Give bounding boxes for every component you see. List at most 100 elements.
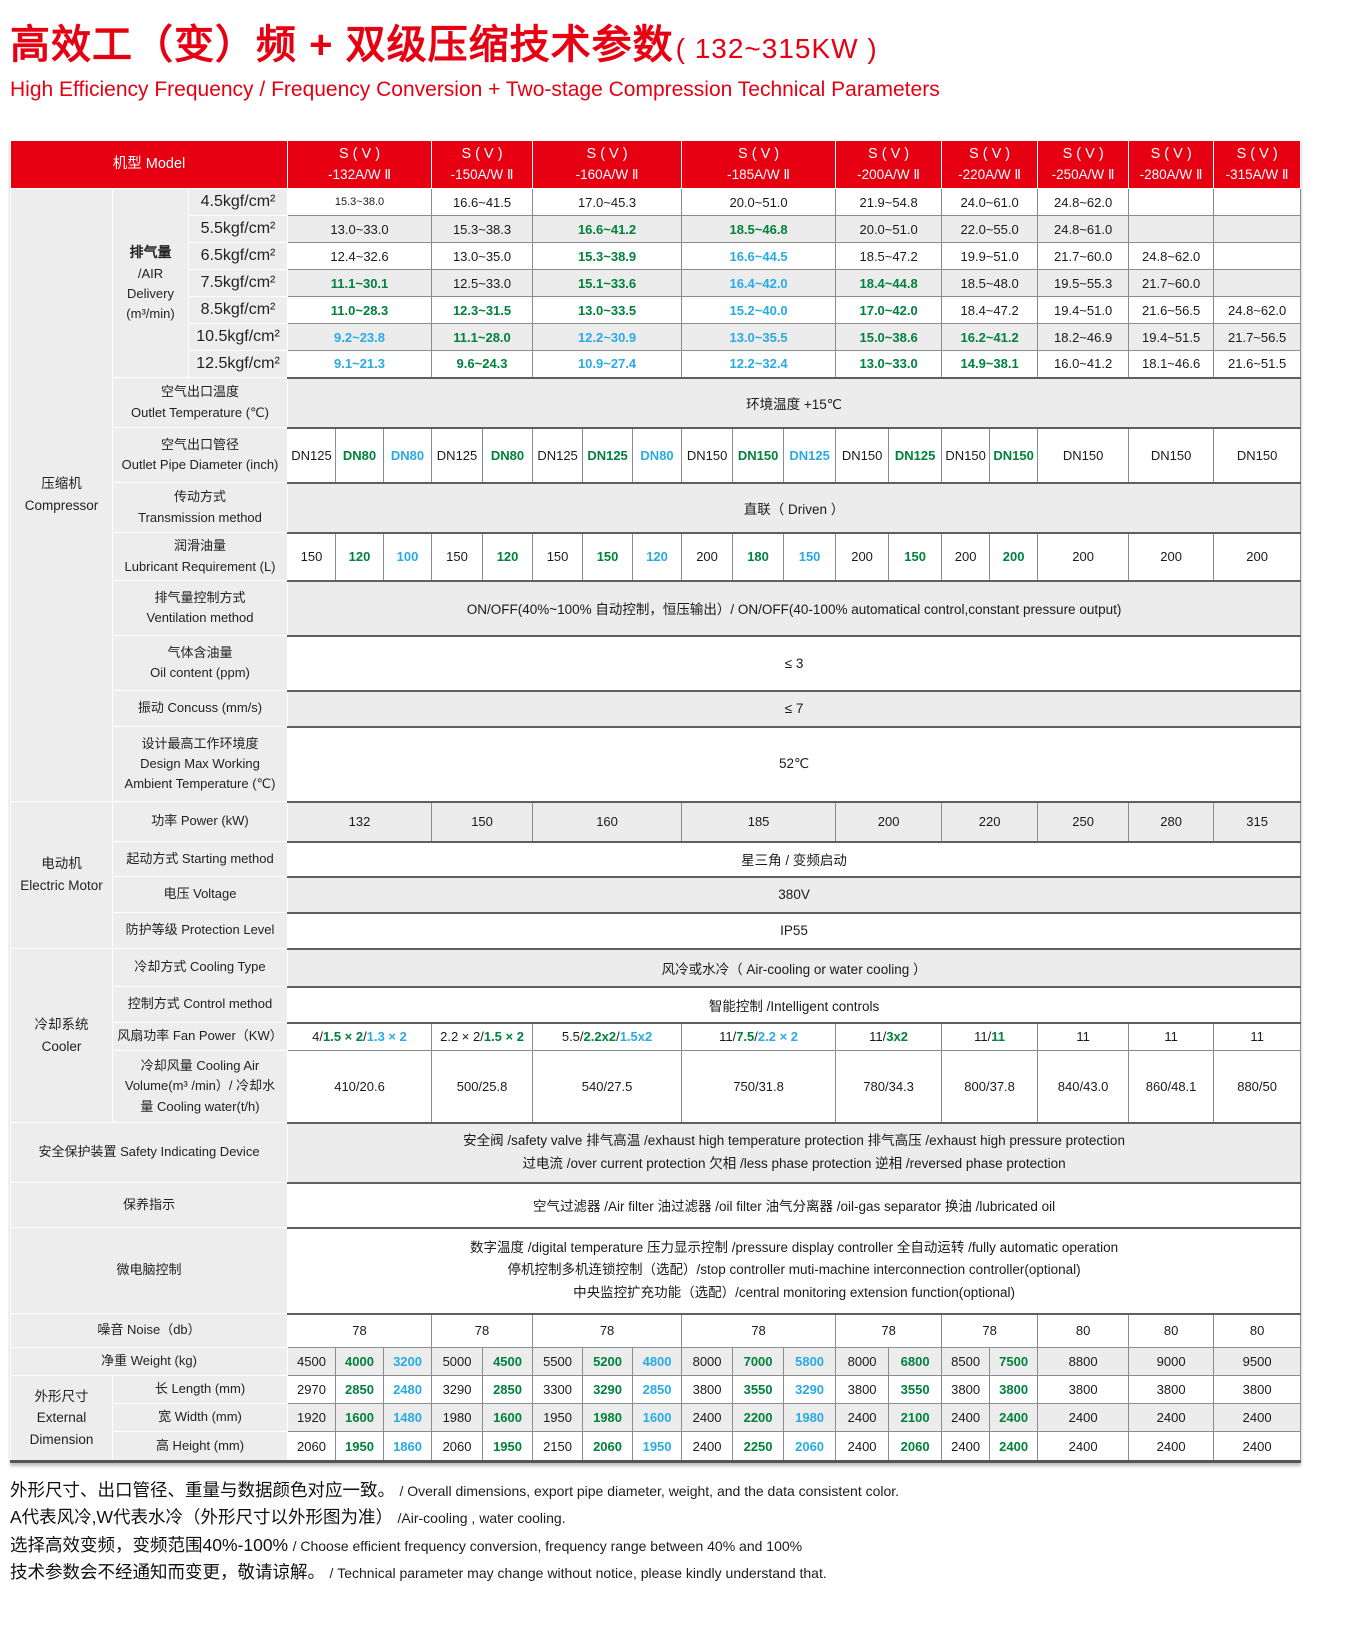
- volume-value: 800/37.8: [941, 1050, 1039, 1123]
- model-col-header: S ( V ) -220A/W Ⅱ: [941, 140, 1039, 189]
- model-series: S ( V ): [868, 146, 910, 163]
- model-col-header: S ( V ) -250A/W Ⅱ: [1037, 140, 1130, 189]
- fan-power-segment: 1.5 × 2: [323, 1029, 364, 1045]
- height-value: 2400: [1037, 1431, 1130, 1462]
- text-line: 长 Length (mm): [154, 1381, 246, 1397]
- footnote-line: 选择高效变频，变频范围40%-100% / Choose efficient f…: [10, 1532, 1340, 1559]
- length-value: 3290: [431, 1375, 484, 1404]
- pipe-value: DN125: [431, 427, 484, 483]
- text-line: 压缩机: [41, 476, 82, 492]
- model-number: -315A/W Ⅱ: [1225, 166, 1289, 182]
- pipe-value: DN125: [783, 427, 837, 483]
- fan-power-segment: 7.5: [736, 1029, 755, 1045]
- text-line: 润滑油量: [174, 538, 227, 554]
- footnote-en: / Overall dimensions, export pipe diamet…: [399, 1483, 900, 1499]
- weight-value: 8500: [941, 1347, 991, 1376]
- air-delivery-value: 18.1~46.6: [1128, 350, 1215, 378]
- weight-value: 6800: [888, 1347, 943, 1376]
- weight-value: 7500: [989, 1347, 1039, 1376]
- air-delivery-value: [1213, 269, 1302, 297]
- power-value: 200: [835, 800, 943, 842]
- air-delivery-value: 13.0~33.0: [835, 350, 943, 378]
- width-value: 1980: [783, 1403, 837, 1432]
- lubricant-value: 200: [941, 532, 991, 581]
- fan-power-segment: /: [616, 1029, 620, 1045]
- pressure-label: 7.5kgf/cm²: [187, 269, 289, 297]
- row-label-maintain: 保养指示: [9, 1182, 289, 1228]
- text-line: 微电脑控制: [116, 1262, 182, 1278]
- width-value: 2400: [1128, 1403, 1215, 1432]
- page: 高效工（变）频 + 双级压缩技术参数( 132~315KW ) High Eff…: [9, 12, 1340, 1586]
- technical-parameters-table: 机型 Model S ( V ) -132A/W Ⅱ S ( V ) -150A/W Ⅱ…: [9, 140, 1302, 1463]
- model-col-header: S ( V ) -280A/W Ⅱ: [1128, 140, 1215, 189]
- air-delivery-value: 16.2~41.2: [941, 323, 1039, 351]
- air-delivery-value: 18.4~44.8: [835, 269, 943, 297]
- text-line: Outlet Pipe Diameter (inch): [121, 457, 279, 472]
- footnote-zh: 外形尺寸、出口管径、重量与数据颜色对应一致。: [10, 1480, 395, 1500]
- lubricant-value: 200: [1213, 532, 1302, 581]
- width-value: 2200: [732, 1403, 785, 1432]
- fan-power-value: 4/1.5 × 2/1.3 × 2: [287, 1021, 433, 1051]
- transmission-value: 直联（ Driven ）: [287, 481, 1302, 534]
- air-delivery-value: 11.0~28.3: [287, 296, 433, 324]
- text-line: Dimension: [29, 1431, 94, 1447]
- row-label-safety: 安全保护装置 Safety Indicating Device: [9, 1122, 289, 1183]
- row-label-protection: 防护等级 Protection Level: [111, 912, 289, 949]
- weight-value: 4000: [335, 1347, 385, 1376]
- row-label-width: 宽 Width (mm): [111, 1403, 289, 1432]
- fan-power-segment: 11: [1250, 1029, 1264, 1045]
- height-value: 1950: [632, 1431, 683, 1462]
- model-series: S ( V ): [586, 146, 628, 163]
- pipe-value: DN150: [732, 427, 785, 483]
- safety-value: 安全阀 /safety valve 排气高温 /exhaust high tem…: [287, 1121, 1302, 1184]
- section-label-dimension: 外形尺寸 External Dimension: [10, 1375, 113, 1462]
- text-line: 安全保护装置 Safety Indicating Device: [38, 1144, 260, 1160]
- air-delivery-value: 24.8~61.0: [1037, 215, 1130, 243]
- power-value: 315: [1213, 800, 1302, 842]
- width-value: 1600: [632, 1403, 683, 1432]
- text-line: Transmission method: [138, 509, 262, 525]
- control-value: 智能控制 /Intelligent controls: [287, 985, 1302, 1024]
- model-number: -150A/W Ⅱ: [450, 166, 514, 182]
- noise-value: 78: [431, 1312, 534, 1348]
- height-value: 1950: [482, 1431, 534, 1462]
- page-title: 高效工（变）频 + 双级压缩技术参数( 132~315KW ): [10, 12, 1340, 70]
- noise-value: 80: [1037, 1312, 1130, 1348]
- row-label-weight: 净重 Weight (kg): [9, 1347, 289, 1376]
- pressure-label: 5.5kgf/cm²: [187, 215, 289, 243]
- noise-value: 80: [1128, 1312, 1215, 1348]
- height-value: 2060: [582, 1431, 634, 1462]
- lubricant-value: 200: [835, 532, 890, 581]
- text-line: 起动方式 Starting method: [126, 850, 274, 866]
- pipe-value: DN125: [532, 427, 584, 483]
- length-value: 2850: [335, 1375, 385, 1404]
- power-value: 185: [681, 800, 837, 842]
- air-delivery-value: 21.6~56.5: [1128, 296, 1215, 324]
- text-line: 净重 Weight (kg): [101, 1353, 197, 1369]
- fan-power-segment: 1.3 × 2: [366, 1029, 407, 1045]
- length-value: 3550: [732, 1375, 785, 1404]
- air-delivery-value: 14.9~38.1: [941, 350, 1039, 378]
- length-value: 3800: [1037, 1375, 1130, 1404]
- text-line: 气体含油量: [167, 644, 233, 660]
- power-value: 150: [431, 800, 534, 842]
- width-value: 1950: [532, 1403, 584, 1432]
- model-series: S ( V ): [338, 146, 381, 163]
- power-value: 280: [1128, 800, 1215, 842]
- text-line: 冷却方式 Cooling Type: [134, 959, 266, 975]
- footnote-line: 技术参数会不经通知而变更，敬请谅解。 / Technical parameter…: [10, 1559, 1340, 1586]
- row-label-design: 设计最高工作环境度 Design Max Working Ambient Tempe…: [111, 726, 289, 802]
- pipe-value: DN80: [482, 427, 534, 483]
- text-line: /AIR: [137, 265, 164, 281]
- lubricant-value: 180: [732, 532, 785, 581]
- lubricant-value: 200: [1037, 532, 1130, 581]
- pipe-value: DN80: [335, 427, 385, 483]
- weight-value: 4500: [482, 1347, 534, 1376]
- text-line: Electric Motor: [20, 878, 103, 893]
- air-delivery-value: 13.0~33.0: [287, 215, 433, 243]
- model-col-header: S ( V ) -150A/W Ⅱ: [431, 140, 534, 189]
- width-value: 2400: [681, 1403, 734, 1432]
- air-delivery-value: 15.1~33.6: [532, 269, 683, 297]
- text-line: Outlet Temperature (℃): [131, 404, 269, 420]
- text-line: 宽 Width (mm): [158, 1409, 242, 1425]
